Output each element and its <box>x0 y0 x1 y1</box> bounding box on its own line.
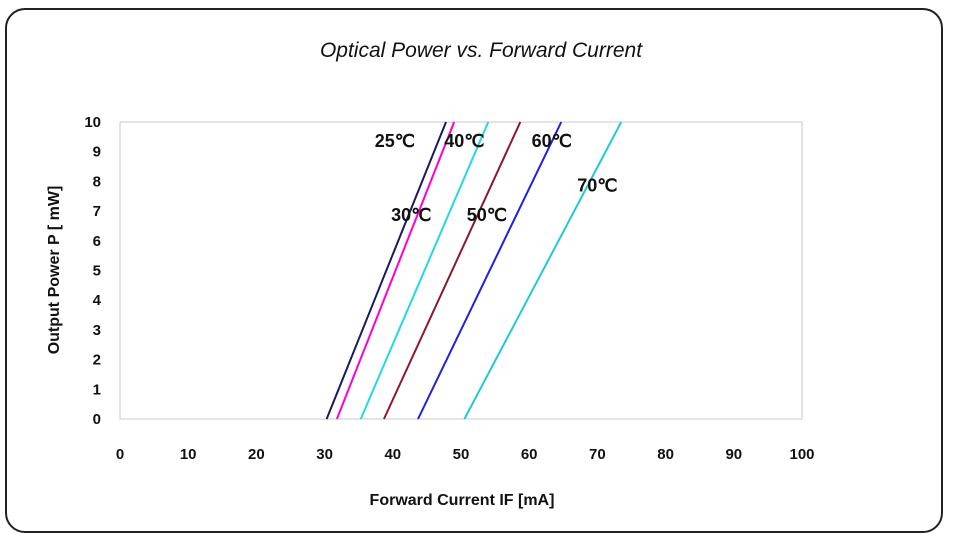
x-tick-label: 30 <box>316 446 333 463</box>
y-axis-ticks: 0 1 2 3 4 5 6 7 8 9 10 <box>84 114 101 428</box>
series-annotation: 70℃ <box>577 175 617 195</box>
series-annotation: 40℃ <box>444 131 484 151</box>
series-lines <box>325 121 623 420</box>
x-tick-label: 80 <box>657 446 674 463</box>
plot-area <box>119 121 803 420</box>
series-line <box>359 121 490 420</box>
y-tick-label: 0 <box>93 411 101 428</box>
series-annotation: 60℃ <box>532 131 572 151</box>
series-line <box>417 121 563 420</box>
chart-title: Optical Power vs. Forward Current <box>320 39 643 62</box>
x-axis-ticks: 0 10 20 30 40 50 60 70 80 90 100 <box>116 446 815 463</box>
x-tick-label: 20 <box>248 446 265 463</box>
x-tick-label: 40 <box>384 446 401 463</box>
y-tick-label: 7 <box>93 203 101 220</box>
x-tick-label: 50 <box>453 446 470 463</box>
y-tick-label: 6 <box>93 233 101 250</box>
y-tick-label: 5 <box>93 263 101 280</box>
y-tick-label: 1 <box>93 381 101 398</box>
x-tick-label: 70 <box>589 446 606 463</box>
y-tick-label: 8 <box>93 173 101 190</box>
series-line <box>463 121 623 420</box>
series-annotations: 25℃ 40℃ 60℃ 30℃ 50℃ 70℃ <box>375 131 618 225</box>
series-annotation: 50℃ <box>467 205 507 225</box>
y-tick-label: 3 <box>93 322 101 339</box>
y-axis-label: Output Power P [ mW] <box>46 186 63 355</box>
chart-frame <box>5 8 943 533</box>
x-tick-label: 100 <box>789 446 814 463</box>
series-line <box>325 121 447 420</box>
x-tick-label: 90 <box>725 446 742 463</box>
x-tick-label: 60 <box>521 446 538 463</box>
series-line <box>383 121 522 420</box>
series-line <box>335 121 456 420</box>
y-tick-label: 2 <box>93 352 101 369</box>
y-tick-label: 4 <box>93 292 102 309</box>
y-tick-label: 9 <box>93 144 101 161</box>
series-annotation: 25℃ <box>375 131 415 151</box>
x-axis-label: Forward Current IF [mA] <box>370 492 555 509</box>
x-tick-label: 0 <box>116 446 124 463</box>
x-tick-label: 10 <box>180 446 197 463</box>
series-annotation: 30℃ <box>391 205 431 225</box>
y-tick-label: 10 <box>84 114 101 131</box>
